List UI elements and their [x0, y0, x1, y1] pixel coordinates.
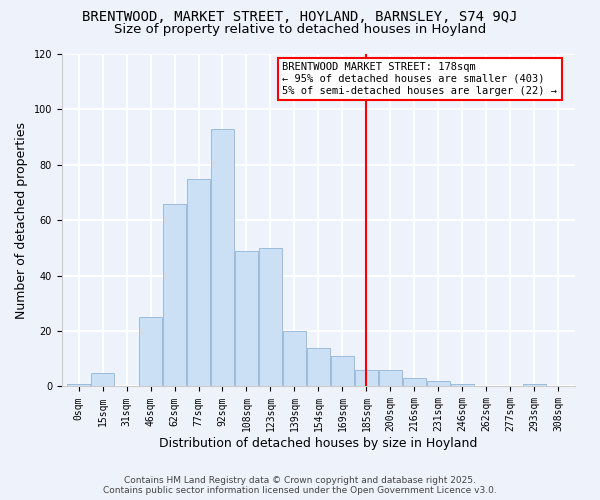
- Bar: [403, 378, 426, 386]
- X-axis label: Distribution of detached houses by size in Hoyland: Distribution of detached houses by size …: [159, 437, 478, 450]
- Bar: [355, 370, 378, 386]
- Bar: [283, 331, 306, 386]
- Bar: [211, 129, 234, 386]
- Bar: [379, 370, 402, 386]
- Bar: [307, 348, 330, 387]
- Bar: [163, 204, 186, 386]
- Bar: [139, 317, 162, 386]
- Text: Contains HM Land Registry data © Crown copyright and database right 2025.
Contai: Contains HM Land Registry data © Crown c…: [103, 476, 497, 495]
- Bar: [91, 372, 114, 386]
- Text: BRENTWOOD, MARKET STREET, HOYLAND, BARNSLEY, S74 9QJ: BRENTWOOD, MARKET STREET, HOYLAND, BARNS…: [82, 10, 518, 24]
- Bar: [187, 178, 210, 386]
- Bar: [235, 250, 258, 386]
- Text: Size of property relative to detached houses in Hoyland: Size of property relative to detached ho…: [114, 22, 486, 36]
- Bar: [427, 381, 450, 386]
- Bar: [259, 248, 282, 386]
- Bar: [451, 384, 474, 386]
- Y-axis label: Number of detached properties: Number of detached properties: [15, 122, 28, 318]
- Bar: [331, 356, 354, 386]
- Bar: [523, 384, 546, 386]
- Bar: [67, 384, 90, 386]
- Text: BRENTWOOD MARKET STREET: 178sqm
← 95% of detached houses are smaller (403)
5% of: BRENTWOOD MARKET STREET: 178sqm ← 95% of…: [283, 62, 557, 96]
